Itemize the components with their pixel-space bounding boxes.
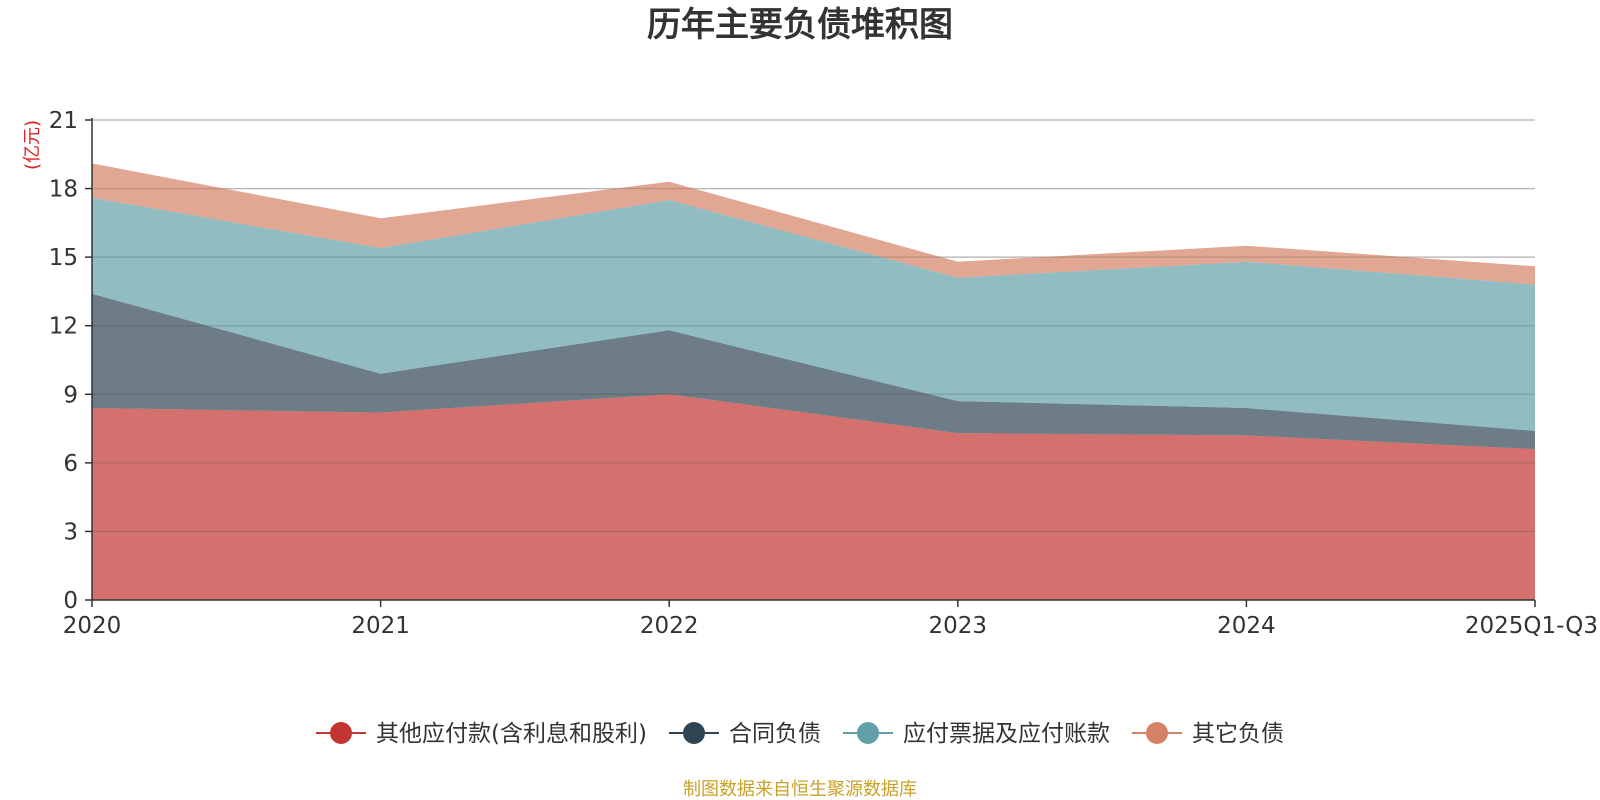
x-tick-label: 2021 bbox=[351, 613, 410, 639]
area-series-0 bbox=[92, 394, 1535, 600]
legend-marker-icon bbox=[683, 722, 705, 744]
source-note: 制图数据来自恒生聚源数据库 bbox=[683, 779, 917, 800]
legend-item-3[interactable]: 其它负债 bbox=[1132, 721, 1284, 747]
y-tick-label: 15 bbox=[49, 245, 78, 271]
legend-label: 其它负债 bbox=[1192, 721, 1284, 747]
legend-label: 其他应付款(含利息和股利) bbox=[376, 721, 647, 747]
x-tick-label: 2020 bbox=[63, 613, 122, 639]
area-series-1 bbox=[92, 293, 1535, 450]
x-tick-label: 2024 bbox=[1217, 613, 1276, 639]
y-axis-unit-label: (亿元) bbox=[22, 120, 43, 170]
axes: 0 3 6 9 12 15 18 21 2020 2021 2022 2023 2024 2025Q1-Q… bbox=[49, 108, 1598, 639]
legend-item-2[interactable]: 应付票据及应付账款 bbox=[843, 721, 1110, 747]
legend-marker-icon bbox=[330, 722, 352, 744]
y-tick-label: 12 bbox=[49, 314, 78, 340]
legend-label: 应付票据及应付账款 bbox=[903, 721, 1110, 747]
chart-title: 历年主要负债堆积图 bbox=[647, 5, 953, 45]
area-series-group bbox=[92, 119, 1535, 600]
legend-item-1[interactable]: 合同负债 bbox=[669, 721, 821, 747]
y-tick-label: 9 bbox=[63, 382, 78, 408]
legend-item-0[interactable]: 其他应付款(含利息和股利) bbox=[316, 721, 647, 747]
legend-label: 合同负债 bbox=[729, 721, 821, 747]
y-tick-label: 0 bbox=[63, 588, 78, 614]
y-tick-label: 18 bbox=[49, 177, 78, 203]
x-tick-label: 2023 bbox=[929, 613, 988, 639]
legend-marker-icon bbox=[857, 722, 879, 744]
x-tick-label: 2025Q1-Q3 bbox=[1465, 613, 1598, 639]
area-series-3 bbox=[92, 163, 1535, 285]
area-series-2 bbox=[92, 197, 1535, 431]
legend: 其他应付款(含利息和股利) 合同负债 应付票据及应付账款 其它负债 bbox=[316, 721, 1284, 747]
y-tick-label: 21 bbox=[49, 108, 78, 134]
y-tick-label: 3 bbox=[63, 519, 78, 545]
legend-marker-icon bbox=[1146, 722, 1168, 744]
x-tick-label: 2022 bbox=[640, 613, 699, 639]
y-tick-label: 6 bbox=[63, 451, 78, 477]
